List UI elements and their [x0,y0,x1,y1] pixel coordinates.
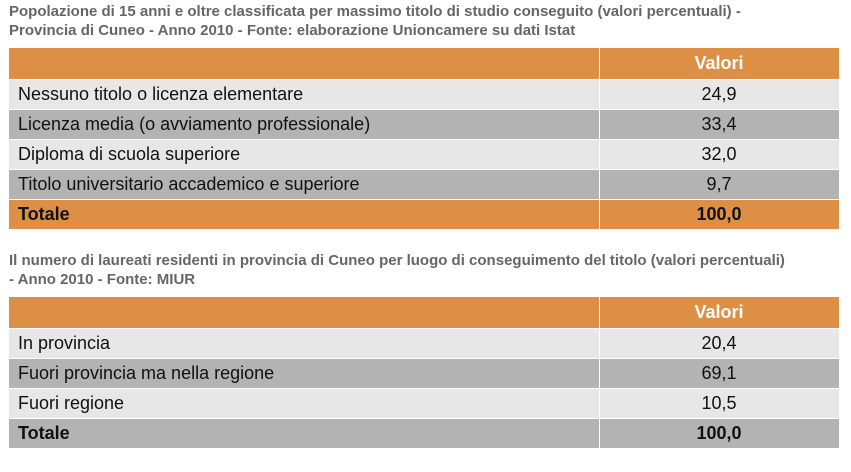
row-value: 69,1 [599,358,840,389]
table2-header-row: Valori [9,297,840,329]
row-value: 9,7 [599,169,840,200]
row-label: In provincia [9,328,600,359]
table-row: Nessuno titolo o licenza elementare 24,9 [9,79,840,110]
table1-header-value: Valori [599,48,840,80]
row-value: 24,9 [599,79,840,110]
table-row: Licenza media (o avviamento professional… [9,109,840,140]
table2-header-value: Valori [599,297,840,329]
total-value: 100,0 [599,199,840,230]
row-label: Titolo universitario accademico e superi… [9,169,600,200]
total-label: Totale [9,199,600,230]
row-value: 10,5 [599,388,840,419]
graduates-location-table: Valori In provincia 20,4 Fuori provincia… [9,297,840,449]
row-label: Nessuno titolo o licenza elementare [9,79,600,110]
row-label: Fuori regione [9,388,600,419]
table2-caption-line1: Il numero di laureati residenti in provi… [9,252,785,269]
row-label: Licenza media (o avviamento professional… [9,109,600,140]
table1-caption-line2: Provincia di Cuneo - Anno 2010 - Fonte: … [9,22,576,39]
row-value: 33,4 [599,109,840,140]
table2-caption-line2: - Anno 2010 - Fonte: MIUR [9,271,196,288]
table1-header-blank [9,48,600,80]
row-value: 20,4 [599,328,840,359]
total-label: Totale [9,418,600,449]
education-level-table: Valori Nessuno titolo o licenza elementa… [9,48,840,230]
table-row: Fuori provincia ma nella regione 69,1 [9,358,840,389]
table-row: Titolo universitario accademico e superi… [9,169,840,200]
table1-total-row: Totale 100,0 [9,199,840,230]
table1-caption-line1: Popolazione di 15 anni e oltre classific… [9,3,741,20]
table-row: Fuori regione 10,5 [9,388,840,419]
table2-header-blank [9,297,600,329]
table1-caption: Popolazione di 15 anni e oltre classific… [9,2,844,40]
table1-header-row: Valori [9,48,840,80]
table2-total-row: Totale 100,0 [9,418,840,449]
row-label: Diploma di scuola superiore [9,139,600,170]
table-row: Diploma di scuola superiore 32,0 [9,139,840,170]
table-row: In provincia 20,4 [9,328,840,359]
education-level-table-grid: Valori Nessuno titolo o licenza elementa… [9,48,840,230]
total-value: 100,0 [599,418,840,449]
table2-caption: Il numero di laureati residenti in provi… [9,251,844,289]
row-label: Fuori provincia ma nella regione [9,358,600,389]
row-value: 32,0 [599,139,840,170]
graduates-location-table-grid: Valori In provincia 20,4 Fuori provincia… [9,297,840,449]
